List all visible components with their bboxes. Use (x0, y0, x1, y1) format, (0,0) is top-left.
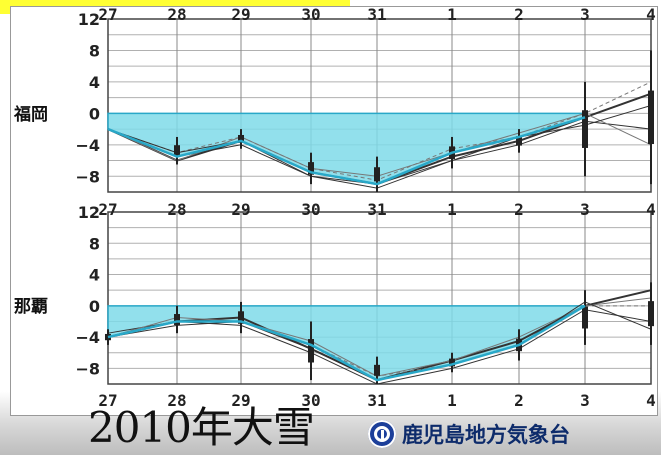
x-tick-label: 27 (98, 391, 117, 410)
y-tick-label: 4 (89, 73, 100, 92)
y-tick-label: 4 (89, 266, 100, 285)
x-tick-label: 3 (580, 200, 590, 219)
x-tick-label: 2 (514, 5, 524, 24)
x-tick-label: 3 (580, 5, 590, 24)
spread-box (174, 145, 180, 157)
footer-organization: 鹿児島地方気象台 (368, 418, 570, 450)
spread-box (308, 339, 314, 363)
x-tick-label: 2 (514, 200, 524, 219)
y-tick-label: 12 (78, 10, 100, 29)
x-tick-label: 27 (98, 200, 117, 219)
analysis-line (107, 304, 586, 382)
x-tick-label: 1 (447, 391, 457, 410)
spread-box (238, 134, 244, 143)
x-tick-label: 4 (646, 200, 656, 219)
y-tick-label: 8 (89, 234, 100, 253)
y-tick-label: −4 (75, 136, 100, 155)
x-tick-label: 1 (447, 5, 457, 24)
spread-box (648, 301, 654, 327)
spread-box (238, 311, 244, 324)
station-label: 那覇 (14, 297, 48, 317)
x-tick-label: 27 (98, 5, 117, 24)
x-tick-label: 1 (447, 200, 457, 219)
spread-box (449, 358, 455, 367)
x-tick-label: 29 (231, 200, 250, 219)
x-tick-label: 28 (167, 200, 186, 219)
x-tick-label: 3 (580, 391, 590, 410)
x-tick-label: 30 (301, 5, 320, 24)
x-tick-label: 28 (167, 391, 186, 410)
spread-box (648, 90, 654, 145)
x-tick-label: 4 (646, 5, 656, 24)
y-tick-label: 0 (89, 297, 100, 316)
x-tick-label: 4 (646, 391, 656, 410)
analysis-line (107, 116, 586, 186)
spread-box (582, 306, 588, 329)
y-tick-label: 8 (89, 41, 100, 60)
x-tick-label: 31 (367, 391, 386, 410)
y-tick-label: −8 (75, 167, 100, 186)
spread-box (582, 110, 588, 148)
spread-box (516, 136, 522, 146)
organization-name: 鹿児島地方気象台 (402, 423, 570, 447)
y-tick-label: −4 (75, 328, 100, 347)
y-tick-label: 12 (78, 203, 100, 222)
x-tick-label: 28 (167, 5, 186, 24)
spread-box (308, 162, 314, 175)
x-tick-label: 2 (514, 391, 524, 410)
footer-title: 2010年大雪 (88, 403, 315, 452)
x-tick-label: 29 (231, 391, 250, 410)
x-tick-label: 29 (231, 5, 250, 24)
y-tick-label: 0 (89, 104, 100, 123)
spread-box (174, 314, 180, 325)
x-tick-label: 30 (301, 391, 320, 410)
x-tick-label: 31 (367, 5, 386, 24)
spread-box (374, 167, 380, 182)
x-tick-label: 30 (301, 200, 320, 219)
spread-box (374, 364, 380, 376)
jma-logo-icon (368, 420, 396, 448)
y-tick-label: −8 (75, 359, 100, 378)
x-tick-label: 31 (367, 200, 386, 219)
station-label: 福岡 (13, 104, 48, 125)
